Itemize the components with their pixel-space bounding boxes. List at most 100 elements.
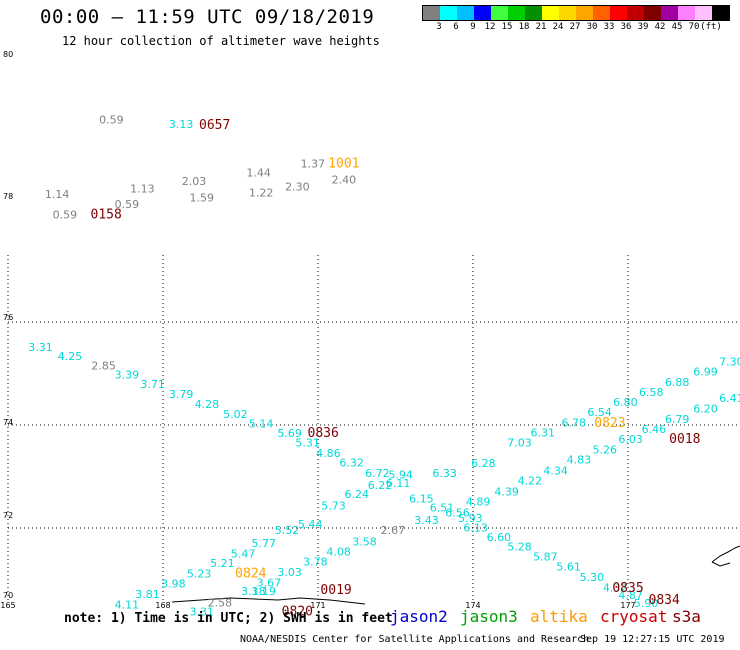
swh-value: 4.86 [316,447,341,460]
legend-tick-label: 36 [620,22,632,32]
swh-value: 6.80 [613,396,638,409]
swh-value: 5.73 [321,499,346,512]
legend-swatch [712,6,729,20]
legend-swatch [695,6,712,20]
lat-label: 80 [3,50,13,59]
swh-value: 1.59 [190,191,215,204]
legend-swatch [457,6,474,20]
swh-value: 5.47 [231,547,256,560]
swh-value: 4.28 [195,398,220,411]
swh-value: 6.54 [587,406,612,419]
swh-value: 6.33 [432,467,457,480]
swh-value: 5.14 [249,418,274,431]
satellite-label-altika: altika [530,607,588,626]
swh-value: 3.81 [135,588,160,601]
legend-swatch [423,6,440,20]
lat-label: 78 [3,192,13,201]
swh-value: 6.79 [665,413,690,426]
legend-tick-label: 27 [569,22,581,32]
swh-value: 3.43 [414,514,439,527]
swh-value: 4.22 [518,475,543,488]
swh-value: 4.32 [603,581,628,594]
lat-label: 70 [3,591,13,600]
swh-value: 5.44 [298,518,323,531]
legend-tick-label: 6 [453,22,459,32]
lon-label: 177 [620,601,635,610]
swh-value: 4.89 [466,495,491,508]
swh-value: 1.14 [45,188,70,201]
legend-tick-label: 42 [654,22,666,32]
pass-time-label: 0836 [308,426,339,441]
swh-value: 4.11 [115,598,140,611]
legend-tick-label: (ft) [700,22,722,32]
swh-value: 6.99 [693,366,718,379]
legend-tick-label: 70 [688,22,700,32]
satellite-label-cryosat: cryosat [600,607,668,626]
legend-tick-label: 21 [535,22,547,32]
swh-value: 2.30 [285,181,310,194]
swh-value: 7.03 [507,437,532,450]
credit-text: NOAA/NESDIS Center for Satellite Applica… [240,634,590,645]
swh-value: 3.19 [252,585,277,598]
pass-time-label: 1001 [328,157,359,172]
legend-swatch [508,6,525,20]
swh-value: 5.90 [634,597,659,610]
swh-value: 5.21 [210,557,235,570]
swh-value: 6.11 [386,477,411,490]
swh-value: 6.24 [345,488,370,501]
pass-time-label: 0824 [235,566,266,581]
lat-label: 74 [3,418,13,427]
swh-value: 6.20 [693,403,718,416]
swh-value: 6.22 [368,479,393,492]
legend-tick-label: 39 [637,22,649,32]
swh-value: 2.40 [332,173,357,186]
swh-value: 5.02 [223,408,248,421]
legend-swatch [661,6,678,20]
satellite-label-s3a: s3a [672,607,701,626]
swh-value: 5.61 [556,561,581,574]
lat-label: 76 [3,313,13,322]
swh-value: 3.98 [161,578,186,591]
swh-value: 5.28 [507,541,532,554]
swh-value: 3.03 [277,566,302,579]
swh-value: 3.39 [115,369,140,382]
swh-value: 3.71 [140,378,165,391]
pass-time-label: 0019 [320,583,351,598]
swh-value: 4.39 [494,486,519,499]
coastline [171,597,366,605]
swh-value: 5.93 [458,512,483,525]
swh-value: 6.56 [445,507,470,520]
swh-value: 5.23 [187,567,212,580]
legend-ticks: 3 6 9 12 15 18 21 24 27 30 33 36 39 42 45 70 (ft) [422,21,730,33]
pass-time-label: 0834 [649,593,680,608]
swh-value: 2.58 [208,596,233,609]
legend-tick-label: 30 [586,22,598,32]
legend-swatch [593,6,610,20]
swh-value: 4.25 [58,350,83,363]
lon-label: 174 [465,601,480,610]
footer-note: note: 1) Time is in UTC; 2) SWH is in fe… [64,611,393,626]
lon-label: 165 [0,601,15,610]
swh-value: 1.44 [246,166,271,179]
lon-label: 168 [155,601,170,610]
swh-value: 4.87 [618,589,643,602]
legend-swatch [542,6,559,20]
swh-value: 2.03 [182,175,207,188]
color-legend: 3 6 9 12 15 18 21 24 27 30 33 36 39 42 45 70 (ft) [422,5,730,33]
swh-value: 3.78 [303,556,328,569]
swh-value: 2.85 [91,359,116,372]
swh-value: 6.31 [531,426,556,439]
swh-value: 6.32 [339,457,364,470]
legend-swatch [610,6,627,20]
swh-value: 7.30 [719,355,740,368]
legend-swatch [576,6,593,20]
swh-value: 4.08 [326,545,351,558]
swh-value: 5.52 [275,524,300,537]
swh-value: 5.87 [533,550,558,563]
swh-value: 3.18 [241,585,266,598]
pass-time-label: 0657 [199,118,230,133]
swh-value: 5.94 [388,469,413,482]
legend-tick-label: 18 [518,22,530,32]
swh-value: 1.13 [130,183,155,196]
